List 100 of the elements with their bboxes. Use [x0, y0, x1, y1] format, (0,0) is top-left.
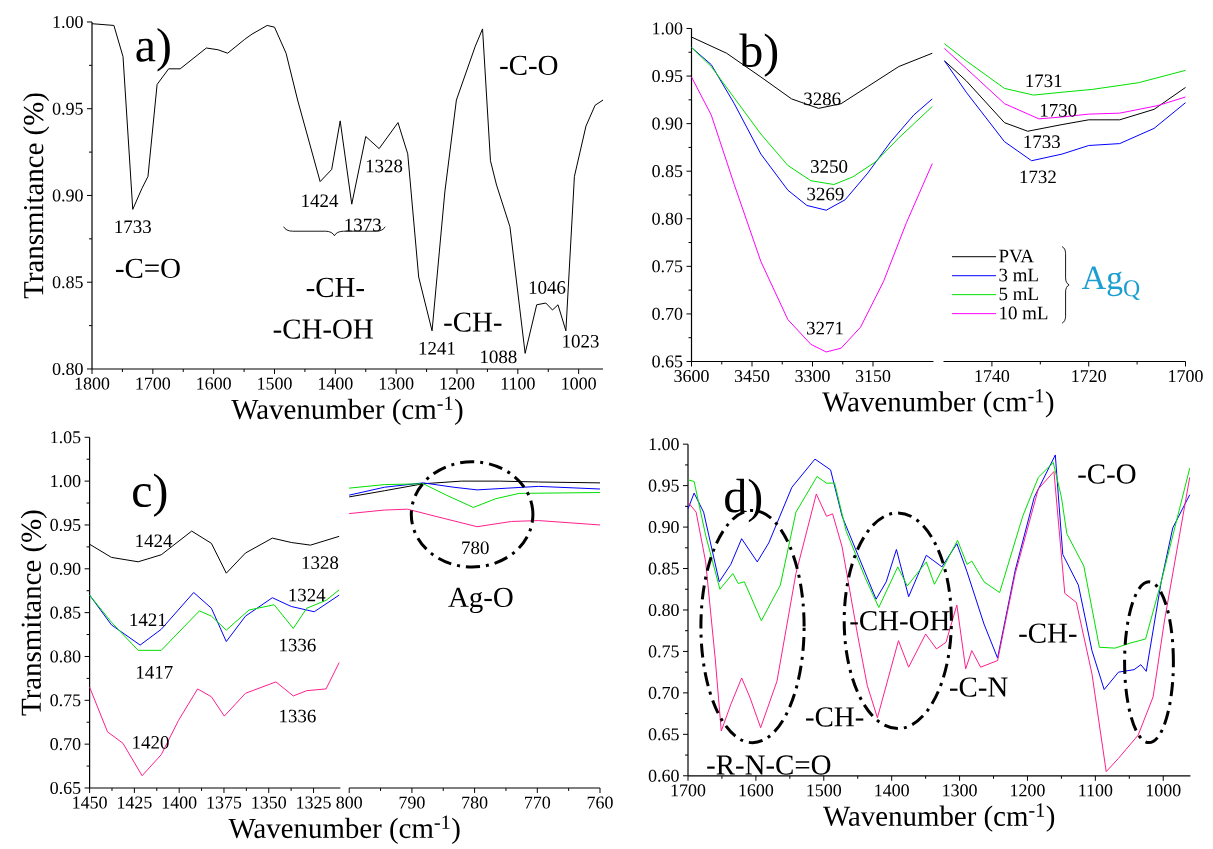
x-tick-label: 1375	[207, 796, 242, 809]
annotation: Ag-O	[448, 587, 513, 614]
x-tick-label: 1450	[73, 796, 107, 809]
y-tick-label: 0.75	[648, 645, 679, 658]
x-tick-label: 1100	[501, 377, 535, 390]
x-tick-label: 3300	[795, 370, 830, 383]
y-tick-label: 0.90	[50, 562, 81, 575]
annotation: 3271	[806, 321, 843, 335]
x-tick-label: 1600	[197, 377, 231, 390]
y-tick-label: 0.90	[652, 117, 683, 130]
line-series	[687, 461, 1191, 649]
annotation: -C=O	[116, 258, 180, 279]
annotation: 1324	[289, 588, 326, 602]
annotation: 1336	[280, 638, 316, 652]
x-tick-label: 1700	[671, 784, 706, 797]
annotation: -R-N-C=O	[707, 755, 831, 775]
x-tick-label: 1300	[379, 377, 414, 390]
x-tick-label: 1000	[1146, 784, 1181, 797]
x-tick-label: 1400	[162, 796, 197, 809]
annotation: c)	[133, 473, 167, 517]
y-tick-label: 0.65	[648, 728, 679, 741]
x-tick-label: 1600	[739, 784, 774, 797]
annotation: 1730	[1040, 103, 1077, 117]
x-tick-label: 1500	[807, 784, 842, 797]
x-tick-label: 1350	[252, 796, 286, 809]
annotation: -CH-	[306, 277, 364, 298]
annotation: 1023	[563, 334, 599, 348]
legend-label: 5 mL	[999, 287, 1038, 301]
annotation: -CH-	[1019, 623, 1077, 643]
x-tick-label: 1425	[118, 796, 152, 809]
y-tick-label: 1.00	[653, 22, 683, 35]
annotation: 3250	[811, 160, 848, 173]
annotation: 1733	[115, 220, 151, 234]
x-tick-label: 1400	[875, 784, 909, 797]
x-tick-label: 780	[462, 796, 488, 809]
y-tick-label: 0.70	[50, 738, 81, 751]
annotation: -CH-	[444, 312, 502, 332]
annotation: 1733	[1024, 135, 1060, 149]
y-tick-label: 0.85	[652, 165, 683, 178]
x-tick-label: 1100	[1079, 784, 1113, 797]
y-tick-label: 0.70	[652, 307, 683, 320]
x-tick-label: 1800	[75, 377, 110, 390]
y-tick-label: 0.90	[648, 521, 679, 534]
x-tick-label: 800	[336, 796, 362, 809]
x-tick-label: 1200	[440, 377, 475, 390]
annotation: 1420	[133, 736, 169, 749]
y-tick-label: 0.80	[648, 603, 679, 617]
y-tick-label: 0.80	[50, 650, 81, 663]
x-axis-title: Wavenumber (cm$^{-1}$)	[231, 396, 463, 425]
annotation: 3269	[807, 187, 844, 201]
x-tick-label: 1700	[1169, 370, 1203, 383]
y-tick-label: 0.95	[52, 102, 83, 115]
annotation: 1731	[1026, 74, 1062, 88]
annotation: 1088	[481, 350, 517, 364]
annotation: -C-O	[500, 55, 558, 76]
x-tick-label: 3450	[734, 370, 770, 383]
y-tick-label: 0.85	[648, 562, 679, 575]
annotation: 1421	[130, 613, 166, 626]
x-tick-label: 3600	[674, 370, 709, 383]
x-tick-label: 1325	[297, 796, 331, 809]
x-tick-label: 790	[399, 796, 425, 809]
annotation: 1328	[366, 159, 403, 173]
annotation: -C-O	[1078, 464, 1136, 484]
line-series	[691, 76, 933, 353]
y-tick-label: 0.75	[50, 694, 81, 707]
x-axis-title: Wavenumber (cm$^{-1}$)	[228, 815, 460, 845]
x-axis-title: Wavenumber (cm$^{-1}$)	[823, 803, 1055, 832]
x-tick-label: 1200	[1011, 784, 1045, 797]
x-tick-label: 1000	[562, 377, 596, 390]
y-tick-label: 0.90	[52, 189, 83, 202]
x-tick-label: 1400	[318, 377, 353, 390]
annotation: b)	[739, 33, 778, 77]
annotation: a)	[136, 28, 170, 72]
annotation: 1328	[302, 556, 339, 570]
annotation: 1424	[136, 534, 173, 548]
x-tick-label: 1720	[1072, 370, 1106, 383]
y-tick-label: 0.80	[52, 362, 83, 376]
annotation: 1424	[302, 194, 339, 207]
y-tick-label: 0.60	[648, 769, 679, 782]
y-tick-label: 1.05	[51, 431, 81, 444]
x-tick-label: 1300	[943, 784, 977, 797]
line-series	[89, 662, 340, 777]
annotation: -C-N	[949, 677, 1008, 697]
annotation: d)	[725, 478, 762, 523]
annotation: 780	[462, 541, 489, 555]
y-tick-label: 0.95	[50, 518, 81, 532]
annotation: Ag$_{Q}$	[1081, 266, 1140, 300]
annotation: 1046	[529, 281, 566, 294]
y-tick-label: 1.00	[649, 438, 679, 451]
annotation: 1336	[280, 709, 316, 723]
x-tick-label: 770	[525, 796, 551, 809]
legend-label: 10 mL	[1000, 306, 1048, 320]
y-tick-label: 0.80	[652, 212, 683, 225]
y-tick-label: 0.65	[652, 355, 683, 368]
y-tick-label: 0.65	[50, 781, 81, 795]
x-tick-label: 1500	[258, 377, 292, 390]
x-tick-label: 3150	[855, 370, 891, 383]
x-tick-label: 1700	[136, 377, 171, 390]
legend-label: PVA	[999, 249, 1034, 263]
annotation: 1417	[137, 666, 173, 679]
